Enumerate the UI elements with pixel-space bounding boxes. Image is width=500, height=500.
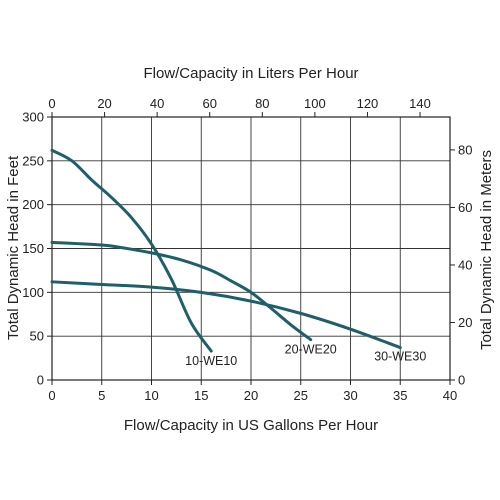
bottom-x-tick-label: 40 — [443, 388, 457, 403]
series-lines — [50, 148, 402, 353]
top-x-tick-label: 100 — [304, 96, 326, 111]
top-x-tick-label: 20 — [97, 96, 111, 111]
bottom-x-tick-label: 15 — [194, 388, 208, 403]
left-y-tick-label: 100 — [22, 285, 44, 300]
series-labels: 10-WE10 20-WE20 30-WE30 — [185, 343, 426, 368]
bottom-x-tick-label: 35 — [393, 388, 407, 403]
top-x-tick-label: 40 — [150, 96, 164, 111]
series-line-30-WE30 — [50, 280, 402, 350]
series-line-10-WE10 — [50, 148, 213, 353]
top-x-tick-label: 60 — [202, 96, 216, 111]
bottom-x-tick-label: 25 — [294, 388, 308, 403]
left-y-tick-label: 250 — [22, 153, 44, 168]
series-label: 30-WE30 — [374, 350, 426, 364]
grid — [52, 117, 450, 380]
series-label: 10-WE10 — [185, 354, 237, 368]
bottom-x-tick-label: 5 — [98, 388, 105, 403]
right-y-axis-title: Total Dynamic Head in Meters — [478, 150, 495, 350]
bottom-x-tick-label: 20 — [244, 388, 258, 403]
left-y-tick-label: 0 — [37, 373, 44, 388]
right-y-tick-label: 20 — [458, 315, 472, 330]
top-x-tick-label: 80 — [255, 96, 269, 111]
left-y-axis-title: Total Dynamic Head in Feet — [5, 155, 22, 340]
series-line-20-WE20 — [50, 240, 313, 342]
left-y-tick-label: 200 — [22, 197, 44, 212]
bottom-x-axis-title: Flow/Capacity in US Gallons Per Hour — [124, 417, 378, 434]
left-y-tick-label: 150 — [22, 241, 44, 256]
right-y-tick-label: 80 — [458, 142, 472, 157]
left-y-tick-label: 50 — [30, 329, 44, 344]
bottom-x-tick-label: 0 — [48, 388, 55, 403]
right-y-tick-label: 60 — [458, 200, 472, 215]
top-x-axis-title: Flow/Capacity in Liters Per Hour — [143, 65, 358, 82]
bottom-x-tick-label: 30 — [343, 388, 357, 403]
right-y-tick-label: 40 — [458, 257, 472, 272]
left-y-tick-label: 300 — [22, 110, 44, 125]
top-x-tick-label: 120 — [357, 96, 379, 111]
top-x-tick-label: 140 — [409, 96, 431, 111]
top-x-tick-label: 0 — [48, 96, 55, 111]
bottom-x-tick-label: 10 — [144, 388, 158, 403]
series-label: 20-WE20 — [285, 343, 337, 357]
right-y-tick-label: 0 — [458, 373, 465, 388]
